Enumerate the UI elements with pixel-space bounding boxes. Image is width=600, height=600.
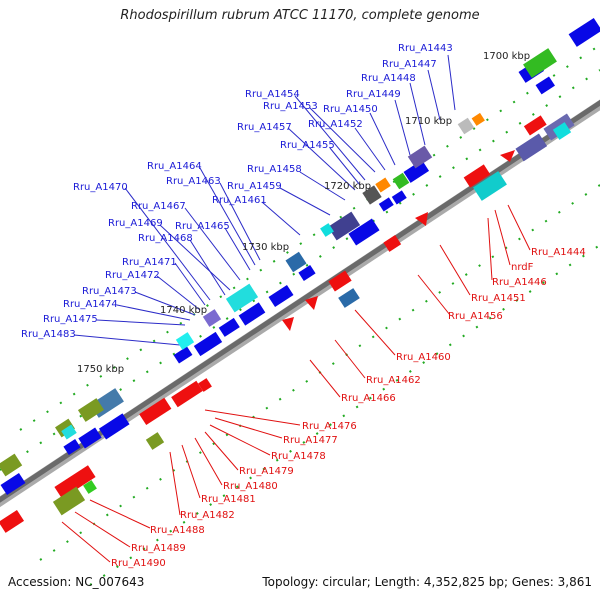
accession-text: Accession: NC_007643	[8, 575, 145, 589]
gene-label: Rru_A1443	[398, 43, 453, 54]
gene-label: Rru_A1468	[138, 233, 193, 244]
gene-label: Rru_A1489	[131, 543, 186, 554]
gene-label: Rru_A1476	[302, 421, 357, 432]
gene-label: Rru_A1447	[382, 59, 437, 70]
tick-label: 1750 kbp	[77, 364, 124, 375]
tick-label: 1730 kbp	[242, 242, 289, 253]
forward-leaders	[73, 54, 456, 346]
accent-genes	[0, 48, 575, 516]
forward-labels: Rru_A1443 Rru_A1447 Rru_A1448 Rru_A1449 …	[21, 43, 453, 340]
gene-label: Rru_A1461	[212, 195, 267, 206]
tick-label: 1700 kbp	[483, 51, 530, 62]
gene-label: Rru_A1481	[201, 494, 256, 505]
tick-label: 1720 kbp	[324, 181, 371, 192]
gene-label: Rru_A1482	[180, 510, 235, 521]
gene-label: Rru_A1462	[366, 375, 421, 386]
reverse-leaders	[61, 204, 531, 563]
gene-label: Rru_A1467	[131, 201, 186, 212]
gene-label: Rru_A1446	[492, 277, 547, 288]
gene-label: Rru_A1455	[280, 140, 335, 151]
gene-label: Rru_A1477	[283, 435, 338, 446]
gene-label: Rru_A1490	[111, 558, 166, 569]
gene-label: Rru_A1478	[271, 451, 326, 462]
gene-label: Rru_A1458	[247, 164, 302, 175]
gene-label: Rru_A1451	[471, 293, 526, 304]
gene-label: Rru_A1474	[63, 299, 118, 310]
gene-label: nrdF	[511, 262, 534, 273]
gene-label: Rru_A1471	[122, 257, 177, 268]
gene-label: Rru_A1472	[105, 270, 160, 281]
gene-label: Rru_A1449	[346, 89, 401, 100]
gene-label: Rru_A1466	[341, 393, 396, 404]
gene-label: Rru_A1465	[175, 221, 230, 232]
gene-label: Rru_A1453	[263, 101, 318, 112]
gene-label: Rru_A1448	[361, 73, 416, 84]
gene-label: Rru_A1480	[223, 481, 278, 492]
gene-label: Rru_A1483	[21, 329, 76, 340]
forward-genes	[0, 17, 600, 496]
gene-label: Rru_A1459	[227, 181, 282, 192]
gene-label: Rru_A1488	[150, 525, 205, 536]
tick-label: 1740 kbp	[160, 305, 207, 316]
gene-label: Rru_A1454	[245, 89, 300, 100]
gene-label: Rru_A1479	[239, 466, 294, 477]
gene-label: Rru_A1473	[82, 286, 137, 297]
map-title: Rhodospirillum rubrum ATCC 11170, comple…	[120, 8, 480, 23]
gene-label: Rru_A1460	[396, 352, 451, 363]
gene-label: Rru_A1463	[166, 176, 221, 187]
gene-label: Rru_A1470	[73, 182, 128, 193]
gene-label: Rru_A1457	[237, 122, 292, 133]
gene-label: Rru_A1444	[531, 247, 586, 258]
gene-label: Rru_A1469	[108, 218, 163, 229]
reverse-genes	[0, 115, 547, 533]
genome-summary-text: Topology: circular; Length: 4,352,825 bp…	[262, 575, 592, 589]
tick-label: 1710 kbp	[405, 116, 452, 127]
gene-label: Rru_A1452	[308, 119, 363, 130]
gene-label: Rru_A1450	[323, 104, 378, 115]
gene-label: Rru_A1464	[147, 161, 202, 172]
gene-label: Rru_A1456	[448, 311, 503, 322]
gene-label: Rru_A1475	[43, 314, 98, 325]
reverse-labels: Rru_A1444 nrdF Rru_A1446 Rru_A1451 Rru_A…	[111, 247, 586, 569]
